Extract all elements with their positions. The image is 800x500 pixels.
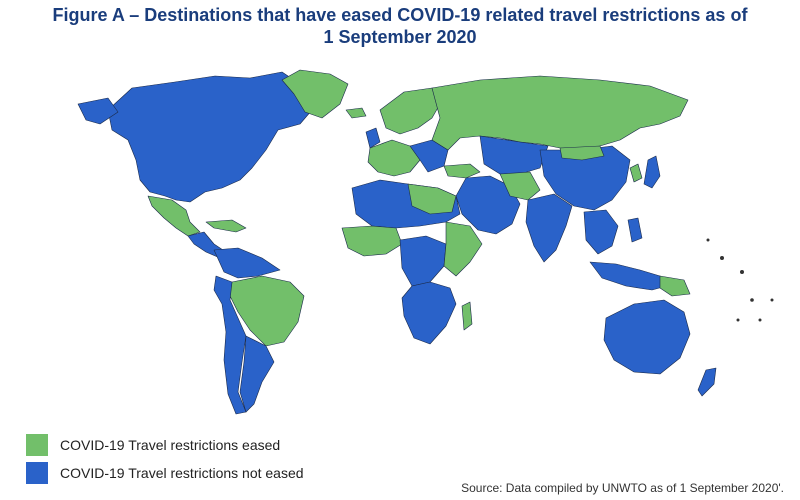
figure-title: Figure A – Destinations that have eased …	[0, 4, 800, 48]
legend-swatch-eased	[26, 434, 48, 456]
region-alaska	[77, 97, 119, 125]
legend-label-eased: COVID-19 Travel restrictions eased	[60, 437, 281, 453]
region-middle-east	[455, 175, 521, 235]
pacific-islands	[706, 238, 774, 322]
region-new-zealand	[697, 367, 717, 397]
region-iceland	[345, 107, 367, 119]
region-libya-egypt	[407, 183, 457, 215]
region-papua	[659, 275, 691, 297]
region-mongolia	[559, 145, 605, 161]
region-central-asia	[479, 135, 549, 175]
source-note: Source: Data compiled by UNWTO as of 1 S…	[461, 481, 784, 495]
region-europe-north	[379, 87, 441, 135]
region-east-africa	[443, 221, 483, 277]
legend-item-eased: COVID-19 Travel restrictions eased	[26, 433, 304, 457]
region-brazil	[229, 275, 305, 347]
region-turkey	[443, 163, 481, 179]
region-west-africa	[341, 225, 403, 257]
region-russia	[431, 75, 689, 151]
region-madagascar	[461, 301, 473, 331]
region-europe-west	[367, 139, 421, 177]
region-north-america	[107, 71, 313, 203]
region-greenland	[281, 69, 349, 119]
region-iran-pakistan	[499, 171, 541, 201]
legend: COVID-19 Travel restrictions eased COVID…	[26, 433, 304, 489]
region-caribbean	[205, 219, 247, 233]
region-south-america-north	[213, 247, 281, 279]
region-australia	[603, 299, 691, 375]
region-japan	[643, 155, 661, 189]
region-southern-africa	[401, 281, 457, 345]
region-argentina	[239, 335, 275, 413]
region-mexico	[147, 195, 201, 237]
region-korea	[629, 163, 643, 183]
region-philippines	[627, 217, 643, 243]
legend-swatch-not-eased	[26, 462, 48, 484]
world-map	[77, 69, 774, 415]
region-southeast-asia	[583, 209, 619, 255]
figure-title-line-2: 1 September 2020	[323, 27, 477, 47]
region-central-africa	[399, 235, 447, 287]
region-china	[539, 145, 631, 211]
legend-item-not-eased: COVID-19 Travel restrictions not eased	[26, 461, 304, 485]
region-india	[525, 193, 573, 263]
region-uk	[365, 127, 381, 149]
legend-label-not-eased: COVID-19 Travel restrictions not eased	[60, 465, 304, 481]
figure-title-line-1: Figure A – Destinations that have eased …	[52, 5, 748, 25]
